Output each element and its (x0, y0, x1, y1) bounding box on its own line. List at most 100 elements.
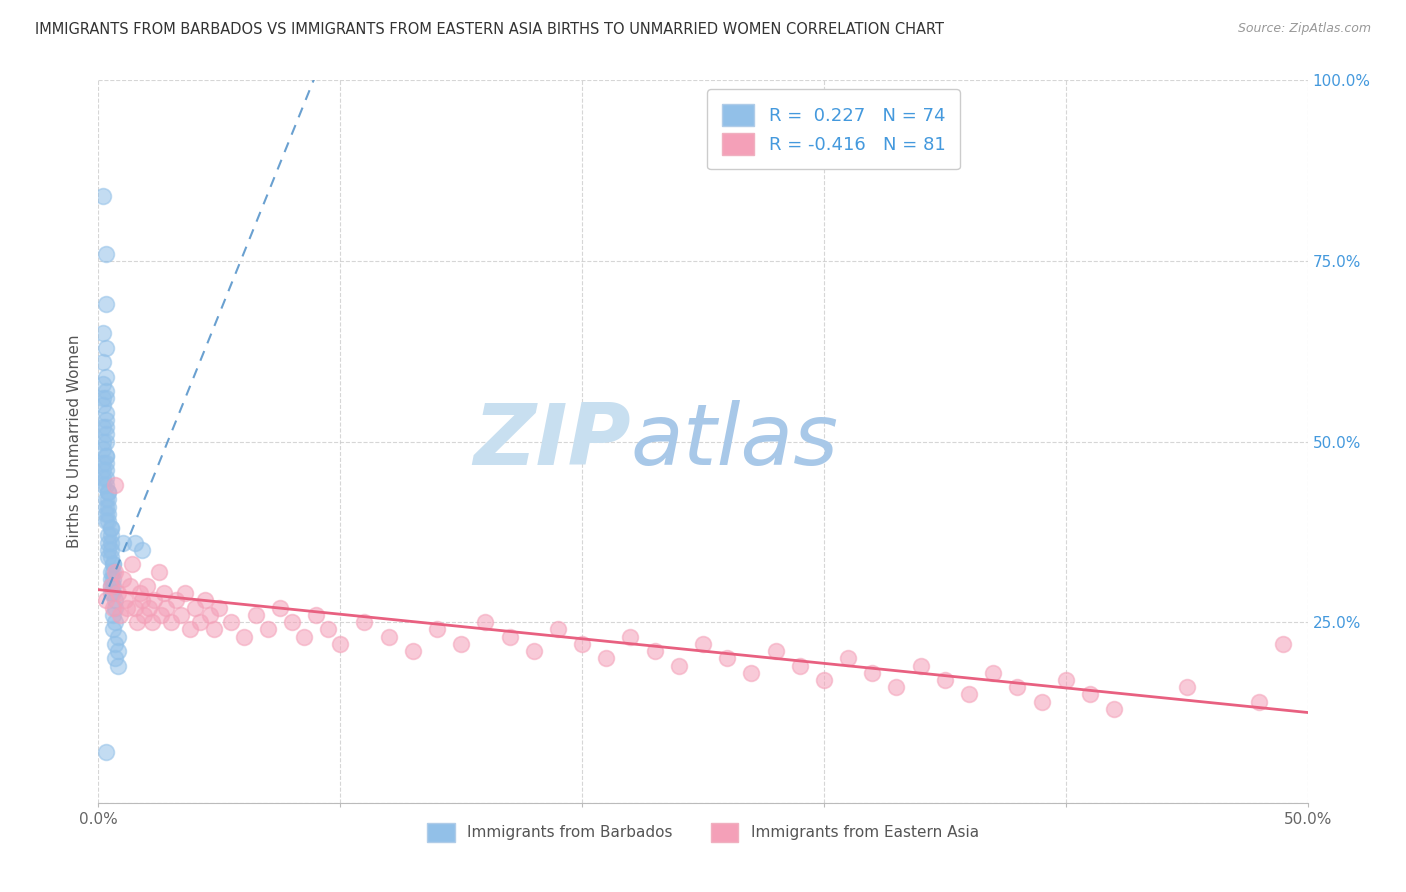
Point (1272, 637, 1295, 651)
Point (104, 615, 127, 630)
Point (101, 558, 124, 572)
Point (91, 420, 114, 434)
Point (281, 615, 304, 630)
Point (194, 593, 217, 607)
Point (1175, 680, 1198, 694)
Point (94, 745, 117, 759)
Point (256, 623, 278, 637)
Point (1102, 702, 1125, 716)
Point (184, 600, 207, 615)
Point (668, 658, 690, 673)
Point (101, 607, 124, 622)
Point (91, 478, 114, 492)
Point (101, 558, 124, 572)
Point (813, 673, 835, 687)
Point (101, 586, 124, 600)
Point (97, 514, 120, 528)
Point (94, 463, 117, 477)
Point (94, 492, 117, 507)
Point (107, 644, 129, 658)
Point (100, 535, 122, 549)
Legend: Immigrants from Barbados, Immigrants from Eastern Asia: Immigrants from Barbados, Immigrants fro… (420, 815, 986, 849)
Point (128, 586, 150, 600)
Point (111, 572, 134, 586)
Point (100, 528, 122, 542)
Point (91, 355, 114, 369)
Point (595, 651, 617, 665)
Point (208, 600, 231, 615)
Point (316, 623, 339, 637)
Point (91, 376, 114, 391)
Point (523, 644, 546, 658)
Point (124, 600, 146, 615)
Point (97, 507, 120, 521)
Point (117, 600, 139, 615)
Point (97, 485, 120, 500)
Point (571, 637, 593, 651)
Point (957, 687, 980, 701)
Point (101, 579, 124, 593)
Point (131, 542, 153, 557)
Point (104, 651, 127, 665)
Point (94, 434, 117, 449)
Point (101, 572, 124, 586)
Point (101, 600, 124, 615)
Point (94, 514, 117, 528)
Point (305, 607, 328, 622)
Point (329, 637, 352, 651)
Point (94, 478, 117, 492)
Point (886, 680, 908, 694)
Point (94, 470, 117, 484)
Point (716, 651, 738, 665)
Point (91, 463, 114, 477)
Point (269, 600, 291, 615)
Text: atlas: atlas (630, 400, 838, 483)
Point (94, 384, 117, 398)
Point (94, 341, 117, 355)
Point (1007, 680, 1029, 694)
Point (644, 644, 666, 658)
Point (160, 615, 183, 630)
Point (104, 478, 127, 492)
Point (498, 630, 520, 644)
Point (118, 579, 141, 593)
Point (127, 615, 149, 630)
Point (97, 528, 120, 542)
Point (377, 630, 399, 644)
Point (121, 558, 143, 572)
Point (169, 607, 191, 622)
Point (94, 507, 117, 521)
Point (1078, 687, 1101, 701)
Point (402, 644, 425, 658)
Point (91, 189, 114, 203)
Point (97, 542, 120, 557)
Point (1031, 695, 1053, 709)
Point (165, 593, 187, 607)
Point (134, 607, 156, 622)
Y-axis label: Births to Unmarried Women: Births to Unmarried Women (67, 334, 83, 549)
Point (1054, 673, 1077, 687)
Point (131, 593, 153, 607)
Point (221, 615, 243, 630)
Point (111, 535, 134, 549)
Point (100, 572, 122, 586)
Point (101, 565, 124, 579)
Point (91, 398, 114, 412)
Point (94, 391, 117, 405)
Point (692, 637, 714, 651)
Point (100, 579, 122, 593)
Point (100, 565, 122, 579)
Point (148, 565, 170, 579)
Point (138, 600, 160, 615)
Point (91, 391, 114, 405)
Point (94, 449, 117, 463)
Point (100, 521, 122, 535)
Point (188, 615, 211, 630)
Point (860, 665, 883, 680)
Point (353, 615, 375, 630)
Point (94, 246, 117, 260)
Point (100, 586, 122, 600)
Point (114, 593, 136, 607)
Point (155, 600, 177, 615)
Text: ZIP: ZIP (472, 400, 630, 483)
